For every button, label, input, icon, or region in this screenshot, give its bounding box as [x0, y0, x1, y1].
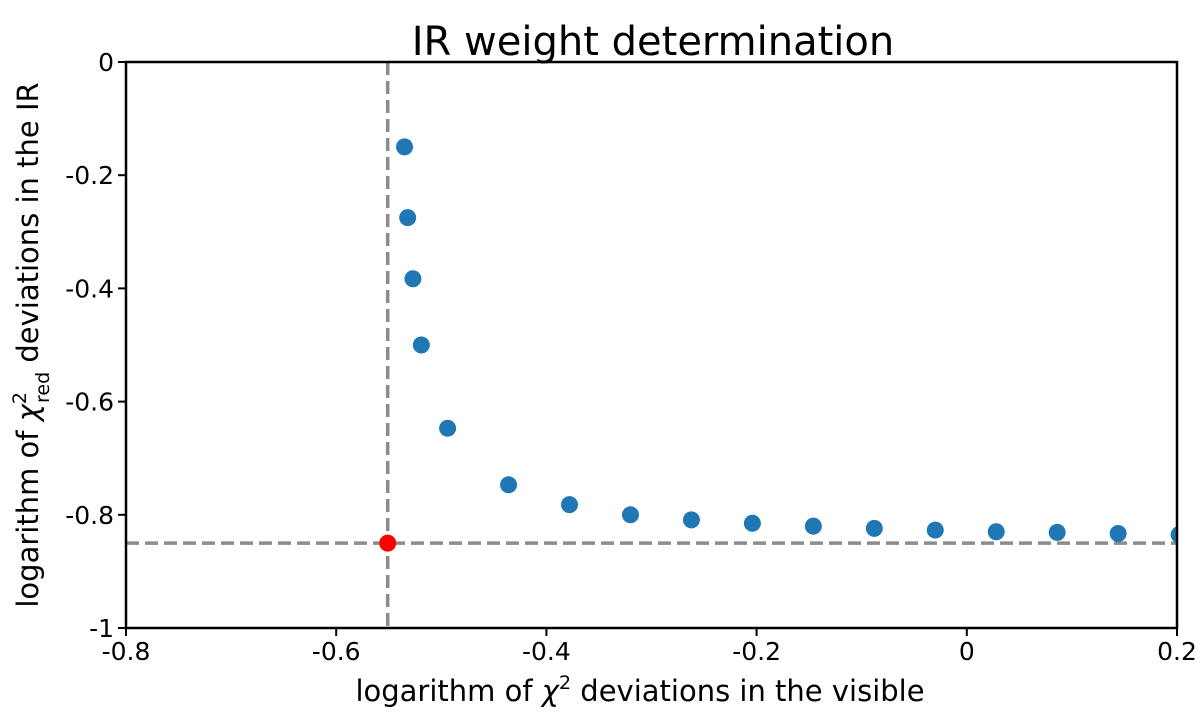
selected-point	[379, 534, 397, 552]
plot-area	[126, 62, 1177, 628]
y-axis-label-subscript: red	[32, 372, 54, 403]
y-axis-label-suffix: deviations in the IR	[11, 82, 45, 372]
data-point	[804, 517, 822, 535]
y-tick-label: -0.2	[65, 161, 114, 190]
data-point	[987, 523, 1005, 541]
x-axis-label-suffix: deviations in the visible	[571, 674, 925, 708]
x-axis-label: logarithm of χ2 deviations in the visibl…	[355, 672, 924, 708]
y-tick-label: -0.4	[65, 274, 114, 303]
data-point	[621, 506, 639, 524]
data-point	[865, 519, 883, 537]
x-tick-label: -0.6	[312, 637, 361, 666]
data-point	[1170, 526, 1177, 543]
data-point	[743, 514, 761, 532]
x-tick-label: 0	[959, 637, 975, 666]
x-tick-label: 0.2	[1157, 637, 1197, 666]
x-axis-label-superscript: 2	[559, 672, 571, 694]
data-point	[396, 138, 414, 156]
y-axis-ticks: 0 -0.2 -0.4 -0.6 -0.8 -1	[65, 48, 126, 643]
data-point	[500, 476, 518, 494]
data-point	[399, 209, 417, 227]
x-axis-label-symbol: χ	[540, 674, 561, 708]
y-axis-label: logarithm of χ2red deviations in the IR	[9, 82, 54, 607]
data-point	[1048, 523, 1066, 541]
data-point	[439, 419, 457, 437]
data-point	[561, 496, 579, 514]
y-axis-label-superscript: 2	[9, 392, 31, 404]
data-point	[926, 521, 944, 539]
y-tick-label: -0.6	[65, 388, 114, 417]
x-axis-label-prefix: logarithm of	[355, 674, 541, 708]
data-point	[412, 336, 430, 354]
x-tick-label: -0.2	[732, 637, 781, 666]
y-tick-label: -0.8	[65, 501, 114, 530]
data-point	[1109, 524, 1127, 542]
y-tick-label: -1	[89, 614, 114, 643]
x-axis-ticks: -0.8 -0.6 -0.4 -0.2 0 0.2	[102, 628, 1197, 666]
x-tick-label: -0.8	[102, 637, 151, 666]
data-point	[682, 511, 700, 529]
y-axis-label-prefix: logarithm of	[11, 421, 45, 607]
x-tick-label: -0.4	[522, 637, 571, 666]
chart-title: IR weight determination	[412, 19, 894, 65]
y-axis-label-symbol: χ	[11, 402, 45, 423]
y-tick-label: 0	[98, 48, 114, 77]
data-point	[404, 270, 422, 288]
axes-frame	[124, 60, 1179, 630]
